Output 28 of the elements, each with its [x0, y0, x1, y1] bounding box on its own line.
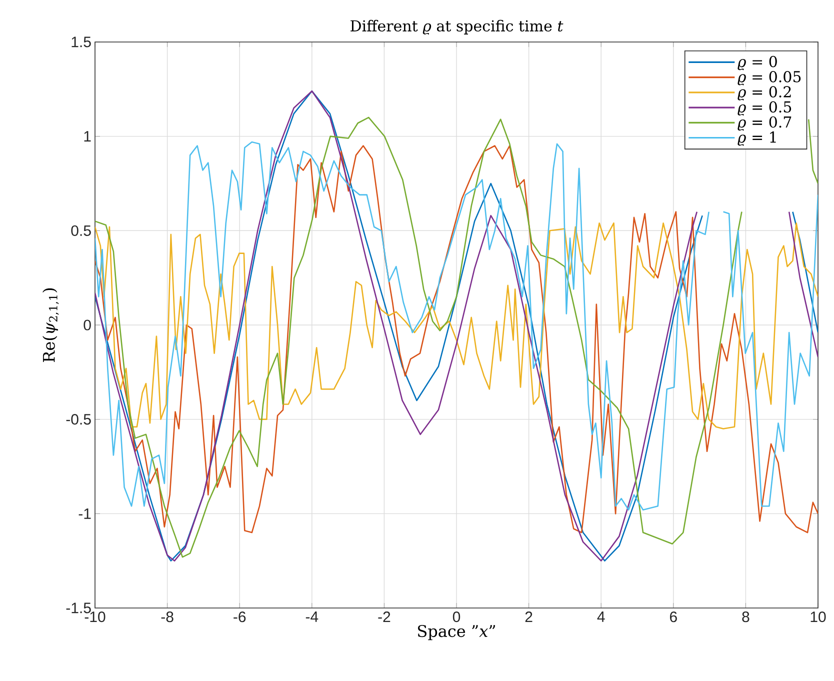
x-tick-label: 0: [452, 612, 460, 622]
x-tick-label: 2: [525, 612, 532, 622]
y-tick-label: 0: [84, 320, 91, 330]
line-series: [95, 222, 818, 430]
x-tick-label: -2: [378, 612, 390, 622]
legend-label: ϱ = 0.5: [738, 101, 792, 116]
chart-title: Different ϱ at specific time t: [350, 20, 564, 34]
legend-label: ϱ = 0: [738, 56, 777, 70]
y-tick-label: -1.5: [66, 602, 91, 614]
x-tick-label: -8: [161, 612, 174, 622]
legend-label: ϱ = 0.05: [738, 70, 801, 86]
y-tick-label: 0.5: [71, 225, 91, 236]
x-tick-label: 6: [670, 612, 677, 622]
y-tick-label: 1: [84, 131, 91, 142]
x-tick-label: 4: [597, 612, 605, 622]
x-axis-title: Space ”x”: [418, 624, 496, 640]
y-tick-label: 1.5: [72, 36, 91, 48]
x-tick-label: 10: [810, 612, 826, 622]
y-axis-title: Re(ψ$_{2,1,1}$): [42, 288, 59, 362]
x-tick-label: -6: [234, 612, 246, 622]
y-tick-label: -1: [78, 508, 91, 519]
x-tick-label: -10: [84, 612, 106, 622]
legend-label: ϱ = 1: [738, 131, 776, 146]
x-tick-label: 8: [742, 612, 750, 622]
y-tick-label: -0.5: [66, 414, 91, 425]
legend-label: ϱ = 0.2: [738, 86, 791, 100]
legend-label: ϱ = 0.7: [738, 116, 792, 131]
x-tick-label: -4: [306, 612, 318, 622]
